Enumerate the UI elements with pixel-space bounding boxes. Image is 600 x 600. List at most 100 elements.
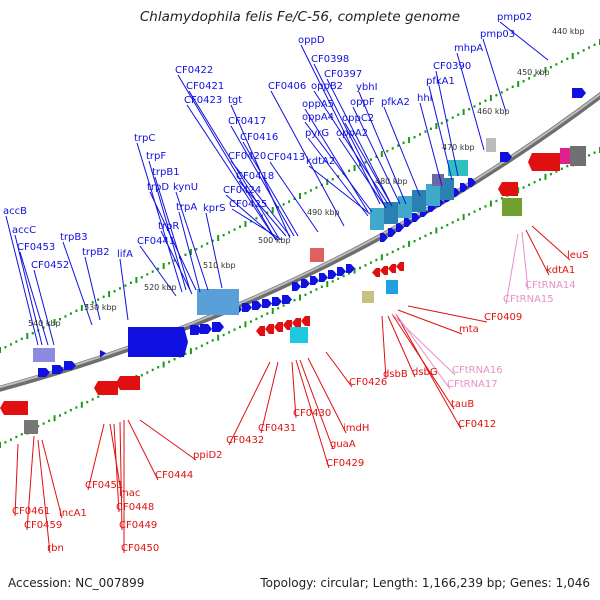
plus-gene-label-lifa: lifA (117, 249, 133, 260)
outer-tick (375, 155, 378, 158)
minus-gene-leader (395, 313, 462, 430)
plus-gene-leader (231, 208, 283, 241)
minus-gene-leader (41, 439, 63, 519)
outer-tick (495, 94, 498, 97)
inner-tick (9, 438, 12, 441)
inner-tick (359, 266, 361, 270)
plus-gene-leader (304, 121, 373, 213)
plus-gene-leader (419, 102, 443, 187)
minus-gene-leader (387, 315, 416, 378)
outer-tick (331, 178, 334, 181)
outer-tick (288, 200, 291, 203)
plus-gene-leader (307, 137, 369, 217)
minus-gene-leader (531, 225, 571, 261)
plus-gene-leader (383, 106, 421, 197)
plus-gene-block (432, 174, 444, 186)
plus-gene-block (412, 190, 426, 212)
outer-tick (353, 165, 356, 171)
inner-tick (369, 261, 372, 264)
plus-gene-leader (136, 142, 183, 293)
outer-tick (555, 63, 558, 66)
inner-tick (184, 352, 187, 356)
inner-tick (588, 154, 591, 157)
outer-tick (517, 81, 520, 87)
plus-gene (500, 152, 512, 162)
outer-tick (189, 249, 192, 255)
outer-tick (380, 151, 383, 157)
kbp-tick-label: 440 kbp (552, 27, 585, 36)
plus-gene-label-kdta2: kdtA2 (306, 156, 335, 167)
plus-gene (337, 267, 346, 276)
minus-gene (396, 262, 404, 271)
outer-tick (293, 197, 296, 200)
plus-gene (52, 365, 64, 374)
plus-gene-leader (230, 125, 295, 237)
plus-gene-leader (428, 85, 453, 181)
inner-tick (97, 395, 100, 398)
outer-tick (528, 77, 531, 80)
inner-tick (309, 290, 312, 294)
plus-gene-leader (19, 251, 49, 346)
outer-tick (282, 203, 285, 206)
outer-tick (479, 102, 481, 105)
inner-tick (451, 221, 454, 224)
outer-tick (408, 137, 411, 143)
plus-gene-label-accb: accB (3, 206, 27, 217)
kbp-tick-label: 470 kbp (442, 143, 475, 152)
outer-tick (522, 80, 525, 83)
plus-gene-block (384, 202, 398, 224)
plus-gene (388, 228, 396, 237)
outer-tick (75, 309, 78, 312)
map-title: Chlamydophila felis Fe/C-56, complete ge… (139, 9, 461, 25)
plus-gene-leader (344, 122, 393, 207)
plus-gene (38, 368, 50, 377)
inner-tick (42, 422, 45, 425)
plus-gene-leader (178, 211, 201, 293)
outer-tick (0, 347, 1, 353)
plus-gene-label-trpf: trpF (146, 151, 166, 162)
plus-gene-label-cf0417: CF0417 (228, 116, 266, 127)
plus-gene-label-cf0398: CF0398 (311, 54, 349, 65)
inner-tick (211, 339, 214, 342)
outer-tick (299, 193, 301, 199)
inner-tick (473, 210, 476, 213)
minus-gene-label-cf0451: CF0451 (85, 480, 123, 491)
outer-tick (348, 169, 351, 172)
rna-gene-leader (391, 313, 456, 376)
minus-gene (116, 376, 140, 390)
minus-gene-label-inca1: incA1 (59, 508, 87, 519)
outer-tick (435, 123, 438, 129)
plus-gene-label-cf0406: CF0406 (268, 81, 306, 92)
minus-gene-label-rbn: rbn (47, 543, 64, 554)
inner-tick (233, 328, 236, 331)
plus-gene-leader (230, 104, 291, 239)
minus-gene-label-ppid2: ppiD2 (193, 450, 223, 461)
outer-tick (97, 298, 100, 301)
outer-tick (157, 267, 160, 270)
minus-gene-label-mta: mta (459, 324, 479, 335)
outer-tick (424, 130, 427, 133)
plus-gene-label-cf0422: CF0422 (175, 65, 213, 76)
inner-tick (53, 415, 56, 422)
inner-tick (200, 344, 203, 347)
plus-gene-block (370, 208, 384, 230)
inner-tick (337, 277, 340, 280)
plus-gene-leader (313, 90, 389, 205)
minus-gene-leader (127, 419, 159, 481)
inner-tick (4, 441, 7, 444)
inner-tick (429, 231, 432, 235)
kbp-tick-label: 530 kbp (84, 303, 117, 312)
plus-gene (328, 270, 337, 279)
outer-tick (124, 284, 127, 287)
inner-tick (315, 288, 318, 291)
minus-gene (292, 318, 301, 328)
plus-gene (310, 276, 319, 285)
plus-gene-leader (14, 234, 43, 346)
plus-gene (292, 282, 301, 291)
outer-tick (369, 158, 372, 161)
outer-tick (549, 66, 552, 69)
outer-tick (582, 49, 585, 52)
inner-tick (479, 207, 481, 211)
inner-tick (282, 304, 285, 307)
minus-gene-block (502, 198, 522, 216)
